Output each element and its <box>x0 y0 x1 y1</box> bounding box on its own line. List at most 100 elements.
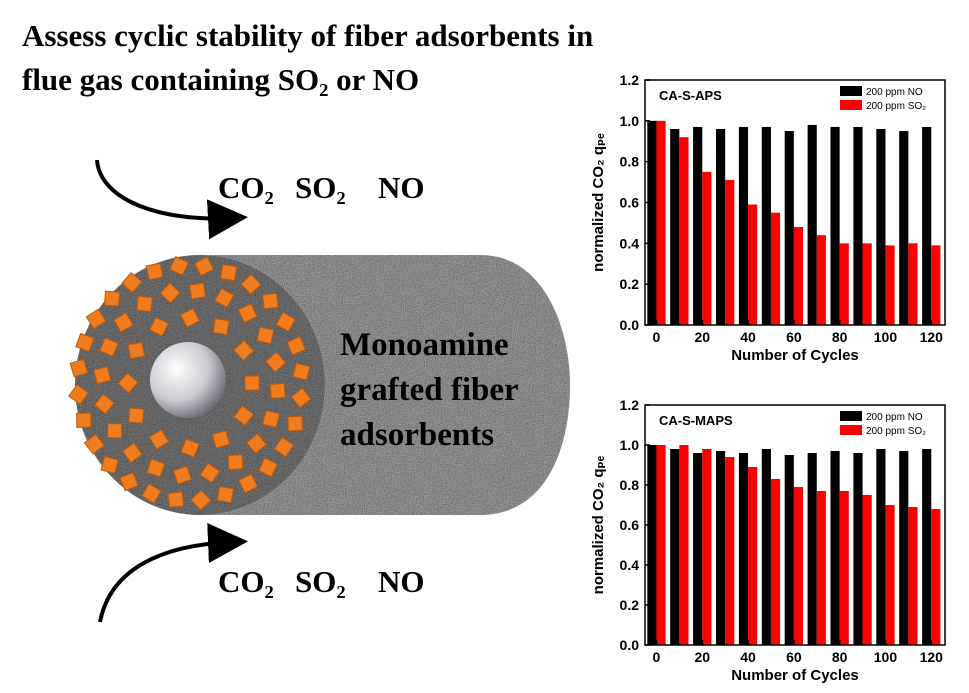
bar <box>702 449 712 645</box>
bar <box>738 126 749 325</box>
bar <box>715 451 726 645</box>
bar <box>862 495 872 645</box>
x-axis-label: Number of Cycles <box>731 667 859 684</box>
y-tick-label: 0.2 <box>620 597 640 613</box>
y-tick-label: 0.4 <box>620 557 640 573</box>
amine-cube <box>199 462 221 484</box>
fiber <box>68 255 570 515</box>
amine-cube <box>188 282 207 300</box>
y-axis-label: normalized CO₂ qₚₑ <box>590 455 607 594</box>
bar <box>853 453 863 645</box>
amine-cube <box>100 455 119 475</box>
bar <box>647 120 657 325</box>
bar <box>899 451 909 645</box>
amine-cube <box>85 308 107 330</box>
bar <box>693 126 703 325</box>
amine-cube <box>292 362 311 381</box>
panel-label: CA-S-MAPS <box>659 413 733 428</box>
bar <box>679 445 689 645</box>
y-tick-label: 1.2 <box>620 72 640 88</box>
amine-cube <box>76 412 92 428</box>
amine-cube <box>275 311 296 333</box>
amine-cube <box>269 382 286 399</box>
amine-cube <box>99 337 119 357</box>
amine-cube <box>172 465 192 485</box>
bar <box>807 124 817 326</box>
amine-cube <box>265 351 287 373</box>
flow-arrow <box>95 159 248 240</box>
amine-cube <box>219 263 238 282</box>
bar <box>931 245 941 325</box>
amine-cube <box>93 365 112 385</box>
gas-label: CO₂ <box>218 564 274 599</box>
amine-cube <box>148 316 170 337</box>
bar <box>748 204 758 325</box>
bar <box>816 491 826 645</box>
bar <box>670 129 680 325</box>
x-tick-label: 100 <box>874 649 898 665</box>
amine-cube <box>290 387 312 409</box>
legend-swatch <box>840 100 862 110</box>
y-tick-label: 0.4 <box>620 235 640 251</box>
bar <box>876 129 886 325</box>
legend-label: 200 ppm NO <box>866 87 923 98</box>
amine-cube <box>180 438 200 458</box>
x-tick-label: 40 <box>740 329 756 345</box>
bar <box>885 505 895 645</box>
x-tick-label: 120 <box>920 329 944 345</box>
bar <box>830 126 840 325</box>
amine-cube <box>75 332 95 353</box>
legend-swatch <box>840 86 862 96</box>
amine-cube <box>103 290 120 307</box>
amine-cube <box>258 457 279 478</box>
amine-cube <box>211 430 231 449</box>
amine-cube <box>286 335 307 356</box>
bar <box>670 449 680 645</box>
amine-cube <box>141 483 162 504</box>
amine-cube <box>190 489 212 511</box>
x-tick-label: 60 <box>786 649 802 665</box>
x-tick-label: 40 <box>740 649 756 665</box>
amine-cube <box>121 271 143 294</box>
bar <box>679 137 689 325</box>
bar <box>931 509 941 645</box>
amine-cube <box>68 383 90 405</box>
amine-cube <box>238 473 259 494</box>
x-axis-label: Number of Cycles <box>731 347 859 364</box>
bar <box>725 180 735 325</box>
legend-swatch <box>840 411 862 421</box>
y-axis-label: normalized CO₂ qₚₑ <box>590 133 607 272</box>
y-tick-label: 0.2 <box>620 276 640 292</box>
bar <box>784 455 794 645</box>
amine-cube <box>119 471 139 492</box>
legend-swatch <box>840 425 862 435</box>
bar <box>770 479 781 645</box>
amine-cube <box>237 303 258 324</box>
bar <box>702 171 712 325</box>
x-tick-label: 20 <box>694 329 710 345</box>
bar <box>656 120 666 325</box>
legend-label: 200 ppm SO₂ <box>866 101 926 112</box>
bar <box>748 467 758 645</box>
bar <box>885 245 895 325</box>
amine-cube <box>262 409 281 428</box>
amine-cube <box>233 339 255 362</box>
bar <box>830 451 840 645</box>
y-tick-label: 0.8 <box>620 477 640 493</box>
x-tick-label: 120 <box>920 649 944 665</box>
amine-cube <box>113 312 134 333</box>
legend-label: 200 ppm SO₂ <box>866 426 926 437</box>
amine-cube <box>194 256 215 277</box>
bar <box>647 445 657 645</box>
amine-cube <box>136 295 153 313</box>
amine-cube <box>167 491 185 508</box>
bar <box>922 126 932 325</box>
x-tick-label: 80 <box>832 329 848 345</box>
gas-label: CO₂ <box>218 170 274 205</box>
fiber-label: adsorbents <box>340 417 494 453</box>
amine-cube <box>233 405 255 427</box>
amine-cube <box>245 432 268 455</box>
y-tick-label: 0.0 <box>620 637 640 653</box>
bar <box>862 243 872 325</box>
amine-cube <box>106 422 123 439</box>
